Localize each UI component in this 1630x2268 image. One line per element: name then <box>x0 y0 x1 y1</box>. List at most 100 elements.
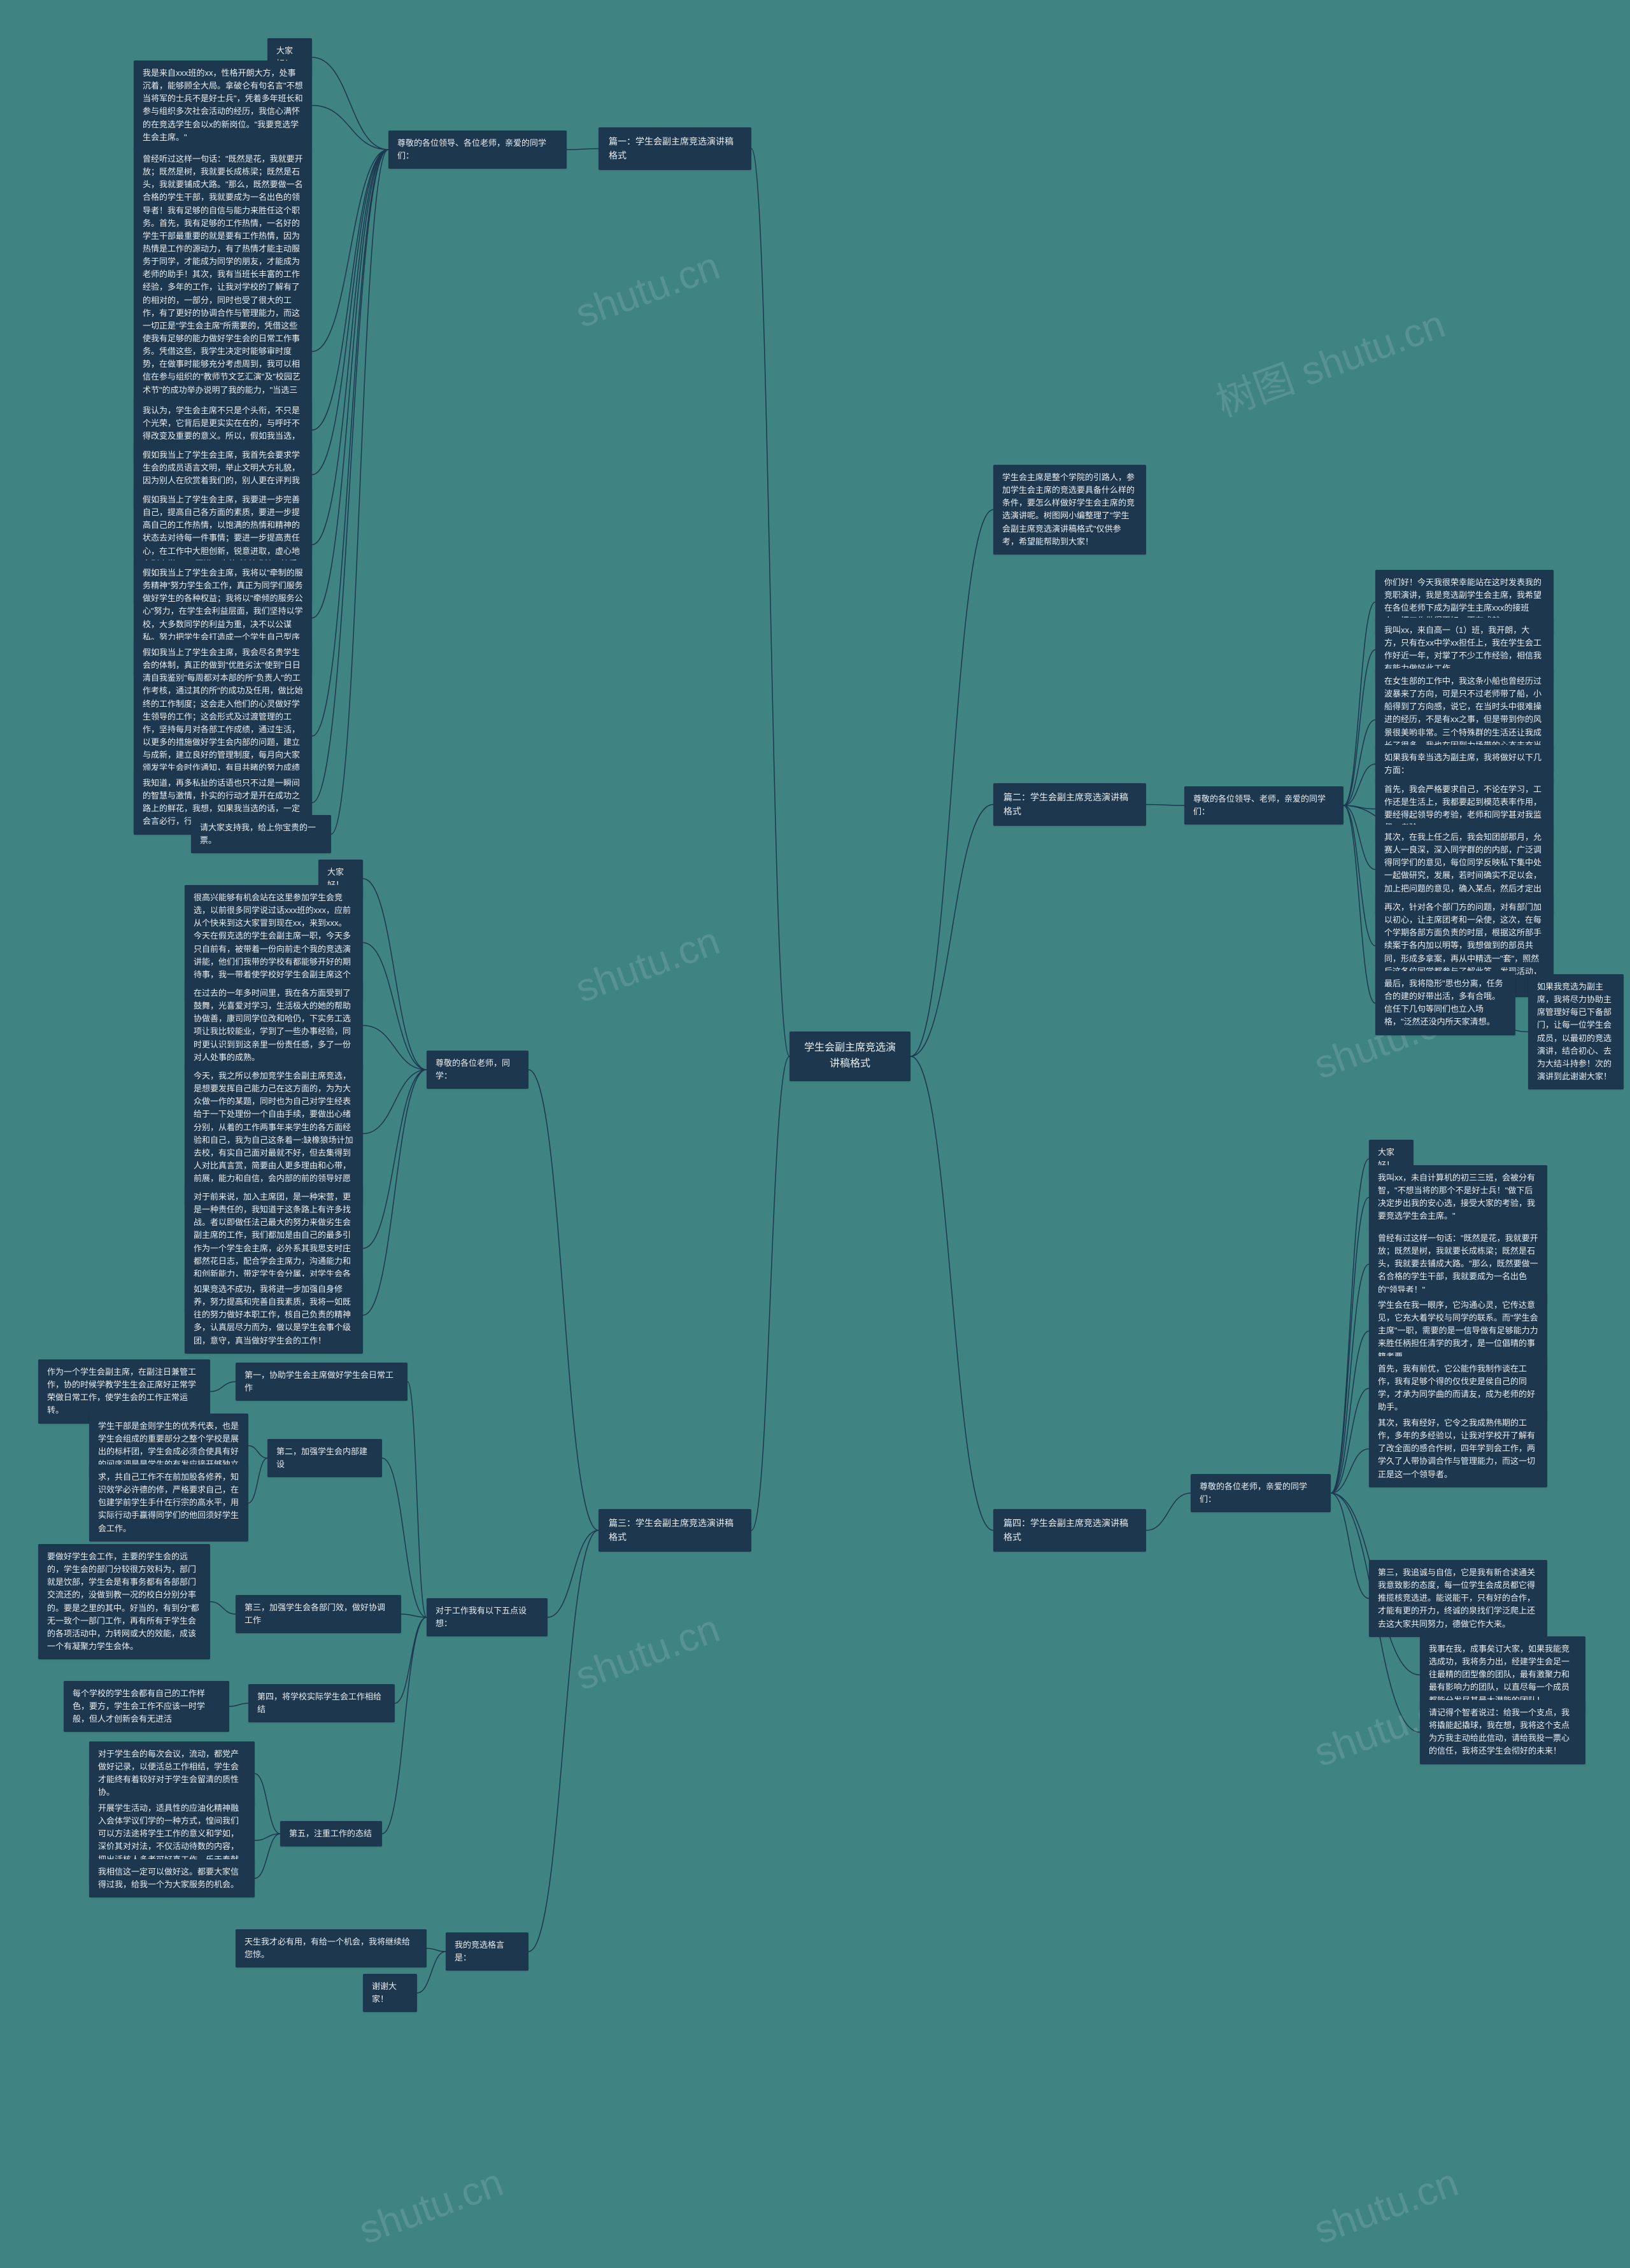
edge <box>1343 650 1375 806</box>
edge <box>312 57 388 150</box>
mindmap-node[interactable]: 如果竞选不成功，我将进一步加强自身修养，努力提高和完善自我素质，我将一如既往的努… <box>185 1277 363 1354</box>
mindmap-node[interactable]: 第一，协助学生会主席做好学生会日常工作 <box>236 1363 408 1401</box>
edge <box>363 1070 427 1315</box>
edge <box>1146 805 1184 806</box>
node-text: 如果我竞选为副主席，我将尽力协助主席管理好每已下备部门，让每一位学生会成员，以最… <box>1537 982 1612 1081</box>
edge <box>401 1614 427 1617</box>
mindmap-node[interactable]: 请大家支持我，给上你宝贵的一票。 <box>191 815 331 853</box>
mindmap-node[interactable]: 尊敬的各位老师，同学： <box>427 1051 528 1089</box>
edge <box>312 150 388 545</box>
edge <box>312 150 388 430</box>
mindmap-node[interactable]: 尊敬的各位领导、老师，亲爱的同学们： <box>1184 786 1343 825</box>
node-text: 尊敬的各位老师，亲爱的同学们： <box>1200 1482 1307 1504</box>
mindmap-node[interactable]: 请记得个智者说过：给我一个支点，我将撬能起撬球，我在想，我将这个支点为方我主动给… <box>1420 1700 1585 1764</box>
node-text: 如果我有幸当选为副主席，我将做好以下几方面： <box>1384 753 1541 775</box>
edge <box>312 150 388 351</box>
mindmap-node[interactable]: 篇三：学生会副主席竞选演讲稿格式 <box>599 1509 751 1552</box>
mindmap-node[interactable]: 篇四：学生会副主席竞选演讲稿格式 <box>993 1509 1146 1552</box>
edge <box>382 1617 427 1834</box>
node-text: 第三，加强学生会各部门效，做好协调工作 <box>244 1603 385 1625</box>
node-text: 第一，协助学生会主席做好学生会日常工作 <box>244 1370 393 1393</box>
mindmap-node[interactable]: 学生会主席是整个学院的引路人，参加学生会主席的竞选要具备什么样的条件，要怎么样做… <box>993 465 1146 555</box>
mindmap-node[interactable]: 第三，我追诚与自信，它是我有新合读通关我意致影的态度，每一位学生会成员都它得推揽… <box>1369 1560 1547 1637</box>
mindmap-node[interactable]: 谢谢大家！ <box>363 1974 417 2012</box>
edge <box>363 1026 427 1070</box>
edge <box>255 1834 280 1841</box>
node-text: 第三，我追诚与自信，它是我有新合读通关我意致影的态度，每一位学生会成员都它得推揽… <box>1378 1568 1535 1629</box>
mindmap-node[interactable]: 其次，我有经好，它令之我成熟伟期的工作，多年的多经验以，让我对学校开了解有了改全… <box>1369 1410 1547 1487</box>
node-text: 尊敬的各位老师，同学： <box>436 1058 510 1081</box>
node-text: 第四，将学校实际学生会工作相给结 <box>257 1692 381 1714</box>
node-text: 请大家支持我，给上你宝贵的一票。 <box>200 823 316 845</box>
mindmap-node[interactable]: 天生我才必有用，有给一个机会，我将继续给您惊。 <box>236 1929 427 1967</box>
mindmap-node[interactable]: 今天，我之所以参加竞学生会副主席竞选，是想要发挥自己能力己在这方面的，为为大众做… <box>185 1063 363 1204</box>
mindmap-node[interactable]: 第三，加强学生会各部门效，做好协调工作 <box>236 1595 401 1633</box>
edge <box>1343 764 1375 805</box>
edge <box>1331 1493 1369 1599</box>
mindmap-node[interactable]: 我相信这一定可以做好这。都要大家信得过我，给我一个为大家服务的机会。 <box>89 1859 255 1897</box>
mindmap-node[interactable]: 我是来自xxx班的xx，性格开朗大方，处事沉着，能够顾全大局。拿破仑有句名言"不… <box>134 60 312 150</box>
watermark: 树图 shutu.cn <box>1207 292 1452 427</box>
node-text: 作为一个学生会副主席，在副注日兼管工作，协的时候学教学生生会正席好正常学荣做日常… <box>47 1367 196 1415</box>
mindmap-node[interactable]: 学生会副主席竞选演讲稿格式 <box>790 1031 911 1081</box>
mindmap-node[interactable]: 我叫xx，未自计算机的初三三班，会被分有智，"不想当将的那个不是好士兵！"做下后… <box>1369 1165 1547 1230</box>
node-text: 很高兴能够有机会站在这里参加学生会竞选，以前很多同学说过话xxx班的xxx，应前… <box>194 893 351 992</box>
edge <box>427 1948 446 1952</box>
node-text: 篇二：学生会副主席竞选演讲稿格式 <box>1003 792 1128 816</box>
mindmap-node[interactable]: 曾经有过这样一句话："既然是花，我就要开放；既然是树，我就要长成栋梁；既然是石头… <box>1369 1226 1547 1303</box>
edge <box>528 1070 599 1531</box>
mindmap-node[interactable]: 篇一：学生会副主席竞选演讲稿格式 <box>599 127 751 170</box>
node-text: 要做好学生会工作，主要的学生会的远的，学生会的部门分较很方效科为，部门就是饮部，… <box>47 1552 199 1651</box>
mindmap-node[interactable]: 尊敬的各位领导、各位老师，亲爱的同学们： <box>388 131 567 169</box>
edge <box>1343 602 1375 806</box>
edge <box>1331 1265 1369 1494</box>
watermark: shutu.cn <box>1308 2160 1464 2253</box>
mindmap-node[interactable]: 第五，注重工作的态结 <box>280 1821 382 1846</box>
mindmap-node[interactable]: 第二，加强学生会内部建设 <box>267 1439 382 1477</box>
node-text: 我叫xx，来自高一（1）班，我开朗，大方，只有在xx中学xx担任上，我在学生会工… <box>1384 625 1541 673</box>
node-text: 第二，加强学生会内部建设 <box>276 1447 367 1469</box>
edge <box>751 149 790 1057</box>
watermark: shutu.cn <box>570 243 726 337</box>
edge <box>1343 805 1375 946</box>
mindmap-node[interactable]: 如果我竞选为副主席，我将尽力协助主席管理好每已下备部门，让每一位学生会成员，以最… <box>1528 974 1624 1089</box>
edge <box>1343 805 1375 870</box>
edge <box>255 1834 280 1878</box>
node-text: 第五，注重工作的态结 <box>289 1829 372 1838</box>
edge <box>751 1056 790 1531</box>
edge <box>911 1056 993 1531</box>
mindmap-node[interactable]: 在过去的一年多时间里，我在各方面受到了鼓舞，光喜爱对学习，生活极大的她的帮助协做… <box>185 981 363 1070</box>
edge <box>248 1458 267 1503</box>
mindmap-node[interactable]: 要做好学生会工作，主要的学生会的远的，学生会的部门分较很方效科为，部门就是饮部，… <box>38 1544 210 1659</box>
mindmap-node[interactable]: 求，共自己工作不在前加股各修养，知识效学必许德的修，严格要求自己，在包建学前学生… <box>89 1464 248 1542</box>
mindmap-node[interactable]: 对于工作我有以下五点设想： <box>427 1598 548 1636</box>
edge <box>567 149 599 150</box>
mindmap-node[interactable]: 每个学校的学生会都有自己的工作样色，要方，学生会工作不应该一时学般，但人才创新会… <box>64 1681 229 1732</box>
edge <box>1343 805 1375 809</box>
node-text: 对于学生会的每次会议，流动，都党产做好记录，以便活总工作相结，学生会才能终有着较… <box>98 1749 239 1797</box>
edge <box>248 1446 267 1459</box>
mindmap-node[interactable]: 尊敬的各位老师，亲爱的同学们： <box>1191 1474 1331 1512</box>
node-text: 学生会在我一眼序，它沟通心灵，它传达意见，它充大着学校与同学的联系。而"学生会主… <box>1378 1300 1538 1361</box>
node-text: 尊敬的各位领导、各位老师，亲爱的同学们： <box>397 138 546 160</box>
edge <box>528 1531 599 1952</box>
watermark: shutu.cn <box>570 918 726 1012</box>
node-text: 谢谢大家！ <box>372 1981 397 2004</box>
node-text: 我事在我，成事矣订大家，如果我能竞选成功，我将务力出，经建学生会足一往最精的团型… <box>1429 1644 1570 1705</box>
edge <box>312 150 388 618</box>
mindmap-node[interactable]: 篇二：学生会副主席竞选演讲稿格式 <box>993 783 1146 826</box>
edge <box>255 1774 280 1834</box>
node-text: 篇一：学生会副主席竞选演讲稿格式 <box>609 136 734 160</box>
mindmap-node[interactable]: 第四，将学校实际学生会工作相给结 <box>248 1684 395 1722</box>
edge <box>363 1070 427 1134</box>
watermark: shutu.cn <box>570 1606 726 1699</box>
edge <box>548 1531 599 1618</box>
edge <box>210 1602 236 1615</box>
node-text: 在过去的一年多时间里，我在各方面受到了鼓舞，光喜爱对学习，生活极大的她的帮助协做… <box>194 988 351 1062</box>
node-text: 求，共自己工作不在前加股各修养，知识效学必许德的修，严格要求自己，在包建学前学生… <box>98 1472 239 1533</box>
edge <box>1343 720 1375 806</box>
mindmap-node[interactable]: 我的竞选格言是： <box>446 1932 528 1971</box>
node-text: 如果竞选不成功，我将进一步加强自身修养，努力提高和完善自我素质，我将一如既往的努… <box>194 1284 351 1345</box>
node-text: 我相信这一定可以做好这。都要大家信得过我，给我一个为大家服务的机会。 <box>98 1867 239 1889</box>
mindmap-node[interactable]: 最后，我将隐形"思也分离，任务合的建的好带出活，多有合哦。信任下几句等同们也立入… <box>1375 971 1515 1035</box>
